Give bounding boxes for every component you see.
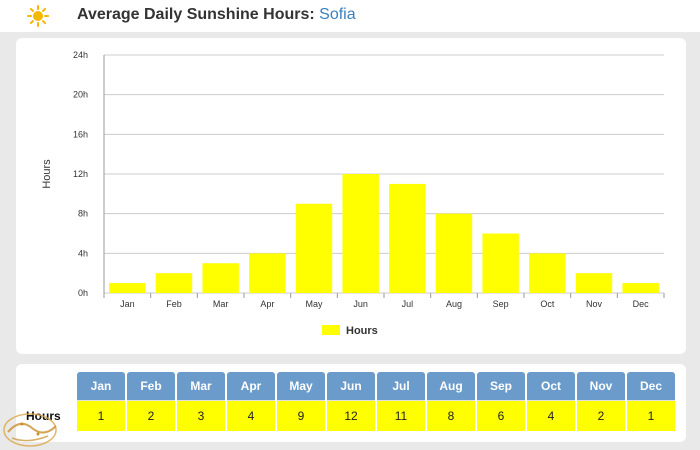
sunshine-bar-chart: 0h 4h 8h 12h 16h 20h 24h Hours Jan Feb Mar Apr May Ju… [41,50,665,337]
bar [482,233,519,293]
y-tick-label: 24h [73,50,88,60]
bar [202,263,239,293]
table-header-cell: Apr [227,372,275,400]
table-header-cell: Feb [127,372,175,400]
bar [249,253,286,293]
table-cell: 1 [77,400,125,431]
y-tick-label: 20h [73,90,88,100]
x-tick-label: Feb [166,299,182,309]
table-header-cell: May [277,372,325,400]
y-tick-label: 12h [73,169,88,179]
x-tick-label: Aug [446,299,462,309]
x-tick-label: Sep [493,299,509,309]
bar [529,253,566,293]
table-cell: 4 [227,400,275,431]
page-title: Average Daily Sunshine Hours: Sofia [77,6,356,24]
title-text: Average Daily Sunshine Hours: [77,6,315,23]
bar [575,273,613,293]
x-tick-label: Mar [213,299,229,309]
x-tick-label: Dec [633,299,650,309]
x-tick-label: Nov [586,299,603,309]
table-cell: 8 [427,400,475,431]
table-panel: Hours Jan Feb Mar Apr May Jun Jul Aug Sep Oct Nov D… [16,364,686,442]
table-header-cell: Aug [427,372,475,400]
table-cell: 6 [477,400,525,431]
table-header-cell: Dec [627,372,675,400]
x-tick-label: Jul [402,299,414,309]
table-row: 1 2 3 4 9 12 11 8 6 4 2 1 [77,400,675,431]
table-cell: 12 [327,400,375,431]
bar [389,183,426,293]
sun-icon [27,5,49,27]
x-tick-label: May [305,299,323,309]
table-cell: 11 [377,400,425,431]
bar [622,283,659,293]
bar [295,203,333,293]
table-cell: 9 [277,400,325,431]
y-tick-label: 8h [78,209,88,219]
table-header-cell: Jun [327,372,375,400]
table-header-cell: Sep [477,372,525,400]
chart-panel: 0h 4h 8h 12h 16h 20h 24h Hours Jan Feb Mar Apr May Ju… [16,38,686,354]
bar [342,174,379,293]
header-bar: Average Daily Sunshine Hours: Sofia [0,0,700,32]
x-tick-label: Apr [260,299,274,309]
table-header-cell: Jan [77,372,125,400]
bar [155,273,193,293]
table-header-cell: Nov [577,372,625,400]
legend-label: Hours [346,325,378,337]
table-header-row: Jan Feb Mar Apr May Jun Jul Aug Sep Oct Nov Dec [77,372,675,400]
table-cell: 2 [127,400,175,431]
table-cell: 3 [177,400,225,431]
y-tick-label: 16h [73,129,88,139]
x-tick-label: Jan [120,299,135,309]
x-tick-label: Jun [353,299,368,309]
city-name: Sofia [319,6,356,23]
watermark-logo [3,413,57,447]
legend-swatch [322,325,340,335]
x-tick-label: Oct [540,299,555,309]
y-axis-title: Hours [41,159,53,189]
table-cell: 2 [577,400,625,431]
y-tick-label: 0h [78,288,88,298]
table-header-cell: Oct [527,372,575,400]
table-header-cell: Jul [377,372,425,400]
table-header-cell: Mar [177,372,225,400]
table-cell: 1 [627,400,675,431]
bar [435,213,473,293]
table-cell: 4 [527,400,575,431]
y-tick-label: 4h [78,248,88,258]
bar [109,283,146,293]
